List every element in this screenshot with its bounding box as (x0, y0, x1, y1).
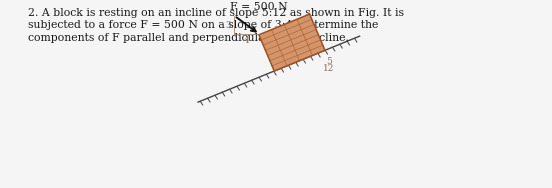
Polygon shape (259, 14, 325, 71)
Text: 2. A block is resting on an incline of slope 5:12 as shown in Fig. It is: 2. A block is resting on an incline of s… (28, 8, 404, 18)
Text: 5: 5 (326, 57, 332, 66)
Text: F = 500 N: F = 500 N (230, 2, 288, 12)
Text: 12: 12 (323, 64, 334, 73)
Text: 3: 3 (226, 20, 231, 30)
Text: subjected to a force F = 500 N on a slope of 3:4. Determine the: subjected to a force F = 500 N on a slop… (28, 20, 378, 30)
Text: 4: 4 (244, 36, 250, 45)
Text: components of F parallel and perpendicular to the incline.: components of F parallel and perpendicul… (28, 33, 349, 43)
